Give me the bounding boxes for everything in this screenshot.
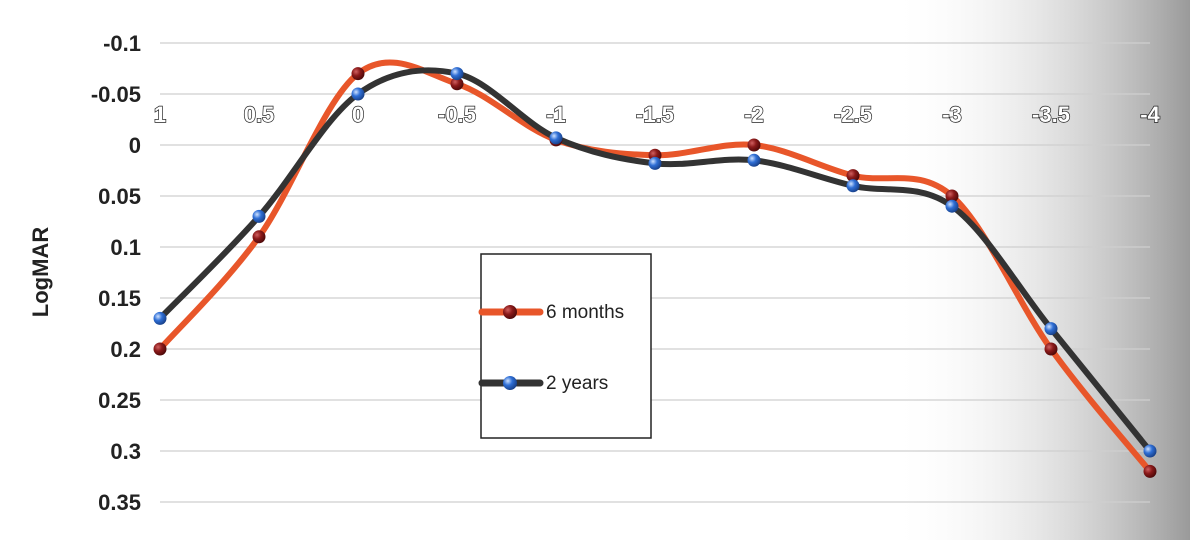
legend-marker-2-years (503, 376, 517, 390)
legend-box (480, 253, 652, 439)
right-shade (890, 0, 1190, 540)
data-point-1 (450, 67, 464, 81)
data-point-0 (450, 77, 464, 91)
y-axis-label: LogMAR (28, 227, 53, 318)
y-tick-label: 0.05 (98, 184, 141, 209)
data-point-1 (747, 153, 761, 167)
x-tick-label: -4 (1140, 102, 1160, 127)
data-point-1 (549, 131, 563, 145)
x-tick-label: -3 (942, 102, 962, 127)
x-tick-label: 0.5 (244, 102, 275, 127)
y-tick-label: -0.1 (103, 31, 141, 56)
y-tick-label: 0.35 (98, 490, 141, 515)
data-point-0 (1143, 464, 1157, 478)
x-tick-label: -3.5 (1032, 102, 1070, 127)
data-point-0 (747, 138, 761, 152)
y-tick-label: 0.15 (98, 286, 141, 311)
y-tick-label: 0.25 (98, 388, 141, 413)
y-tick-label: 0.3 (110, 439, 141, 464)
series-layer (153, 59, 1157, 478)
x-tick-label: 0 (352, 102, 364, 127)
x-tick-label: -2 (744, 102, 764, 127)
x-tick-label: 1 (154, 102, 166, 127)
data-point-0 (252, 230, 266, 244)
legend-label-2-years: 2 years (546, 373, 608, 394)
x-tick-label: -1 (546, 102, 566, 127)
data-point-1 (1044, 322, 1058, 336)
x-tick-label: -2.5 (834, 102, 872, 127)
data-point-0 (351, 67, 365, 81)
legend-label-6-months: 6 months (546, 302, 624, 323)
data-point-1 (153, 311, 167, 325)
y-grid (160, 42, 1150, 503)
x-tick-label: -1.5 (636, 102, 674, 127)
data-point-0 (153, 342, 167, 356)
data-point-1 (252, 209, 266, 223)
data-point-1 (1143, 444, 1157, 458)
x-tick-label: -0.5 (438, 102, 476, 127)
y-tick-label: 0 (129, 133, 141, 158)
data-point-1 (945, 199, 959, 213)
y-axis-ticks: -0.1 -0.05 0 0.05 0.1 0.15 0.2 0.25 0.3 0.35 (91, 31, 141, 515)
legend: 6 months 2 years (478, 253, 652, 439)
data-point-1 (648, 156, 662, 170)
y-tick-label: 0.1 (110, 235, 141, 260)
legend-marker-6-months (503, 305, 517, 319)
data-point-0 (945, 189, 959, 203)
data-point-1 (351, 87, 365, 101)
data-point-0 (846, 169, 860, 183)
y-tick-label: 0.2 (110, 337, 141, 362)
x-axis-ticks: 1 0.5 0 -0.5 -1 -1.5 -2 -2.5 -3 -3.5 -4 (153, 101, 1161, 127)
data-point-1 (846, 179, 860, 193)
data-point-0 (1044, 342, 1058, 356)
y-tick-label: -0.05 (91, 82, 141, 107)
